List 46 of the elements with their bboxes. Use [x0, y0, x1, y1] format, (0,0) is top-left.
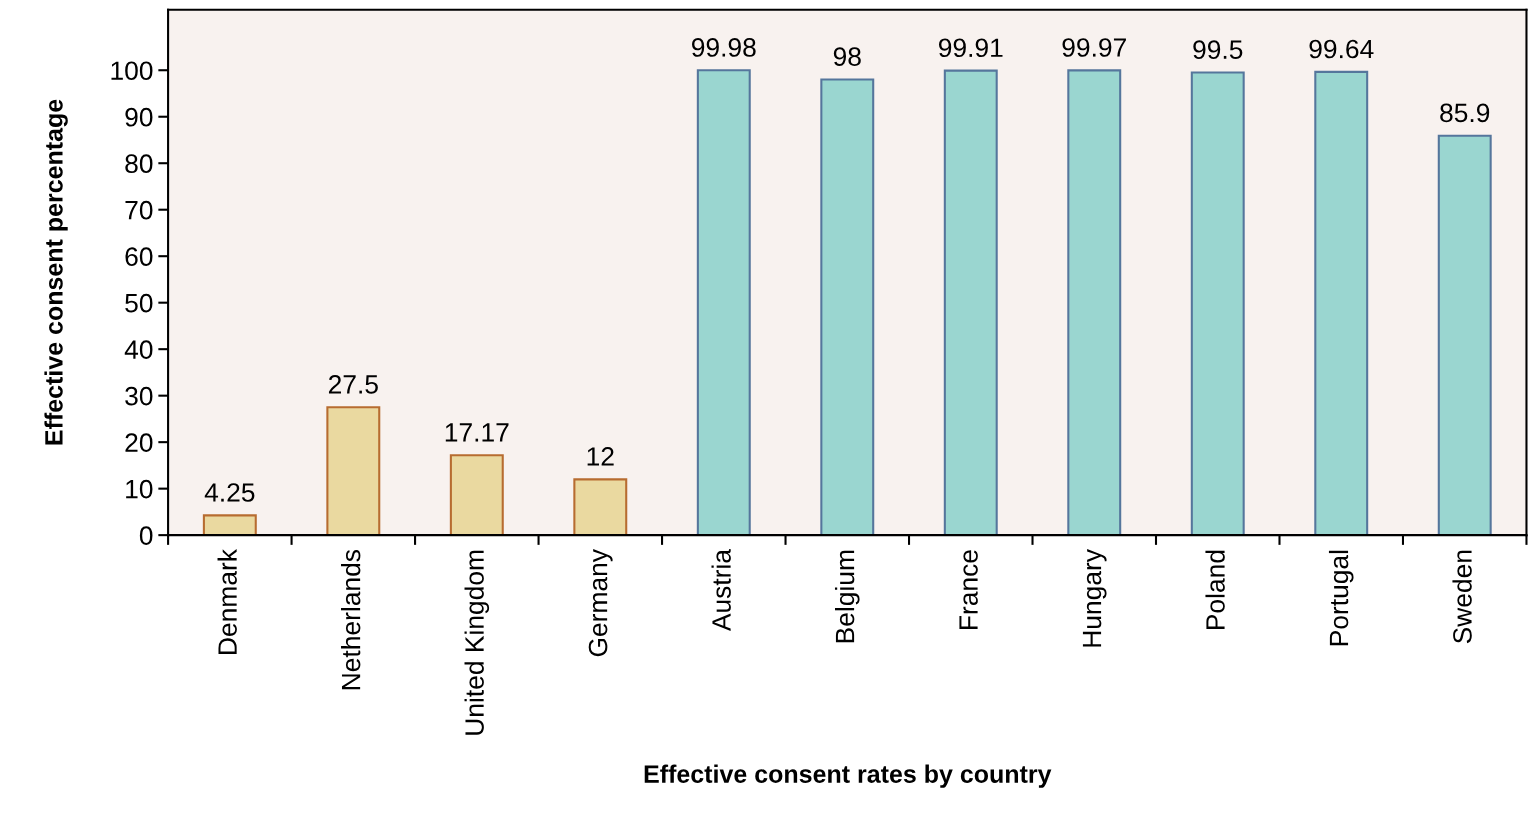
y-tick-label: 30 [125, 386, 153, 406]
bar [820, 78, 875, 536]
y-tick-label: 70 [125, 200, 153, 220]
bar [696, 69, 751, 536]
data-label: 85.9 [1440, 103, 1490, 123]
y-tick-label: 50 [125, 293, 153, 313]
bar [1314, 70, 1369, 536]
x-tick-label: Denmark [217, 548, 237, 654]
x-tick-label: Portugal [1328, 550, 1354, 646]
data-label: 27.5 [328, 375, 378, 394]
y-tick-label: 20 [125, 433, 153, 452]
x-tick-label: Sweden [1452, 550, 1472, 644]
x-tick-label: Hungary [1082, 549, 1107, 647]
y-tick-label: 40 [124, 340, 153, 359]
y-tick-label: 60 [125, 247, 153, 267]
bar [1437, 134, 1492, 536]
bar [573, 478, 628, 536]
data-label: 99.91 [938, 38, 1003, 58]
data-label: 98 [833, 47, 861, 66]
bar [943, 69, 998, 536]
x-tick-label: Netherlands [341, 549, 361, 690]
y-tick-label: 0 [139, 526, 153, 545]
bar [202, 514, 257, 536]
data-label: 17.17 [445, 423, 509, 442]
x-tick-label: United Kingdom [464, 550, 490, 735]
y-tick-label: 100 [111, 61, 153, 81]
x-tick-label: Austria [711, 549, 731, 632]
bar [1067, 69, 1122, 536]
y-tick-label: 80 [125, 154, 153, 174]
data-label: 12 [587, 447, 614, 466]
x-tick-label: Belgium [834, 550, 860, 643]
data-label: 99.5 [1193, 40, 1243, 60]
x-tick-label: Poland [1205, 550, 1225, 630]
data-label: 99.97 [1062, 38, 1126, 57]
data-label: 99.64 [1309, 39, 1374, 59]
data-label: 4.25 [204, 483, 255, 502]
x-tick-label: Germany [588, 549, 613, 657]
bar [449, 454, 504, 536]
y-tick-label: 90 [125, 107, 153, 127]
x-tick-label: France [959, 550, 978, 629]
bar [326, 406, 381, 536]
data-label: 99.98 [692, 38, 756, 57]
y-tick-label: 10 [126, 479, 153, 499]
x-axis-title: Effective consent rates by country [644, 764, 1052, 788]
bar [1190, 71, 1245, 536]
y-axis-title: Effective consent percentage [44, 99, 68, 445]
